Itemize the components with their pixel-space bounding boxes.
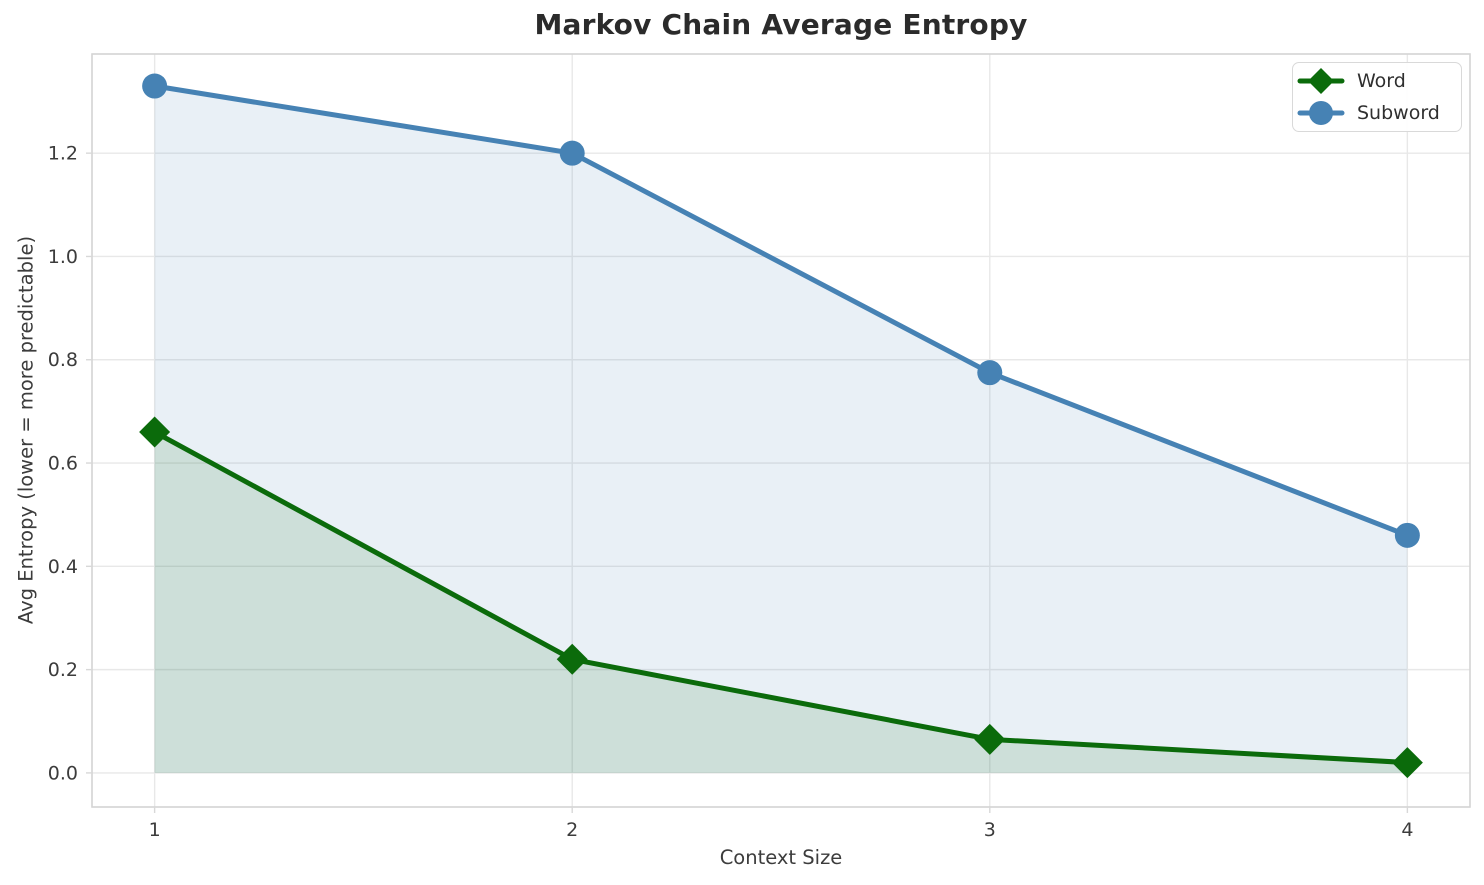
subword-series-line xyxy=(152,83,1410,538)
x-axis-label: Context Size xyxy=(719,846,843,869)
chart-title: Markov Chain Average Entropy xyxy=(534,8,1028,41)
word-diamond-marker-icon xyxy=(1297,68,1345,94)
x-tick-label: 3 xyxy=(984,819,996,841)
legend-item-subword: Subword xyxy=(1297,97,1455,129)
plot-frame xyxy=(91,53,1471,808)
legend-item-word: Word xyxy=(1297,65,1455,97)
y-tick-label: 1.0 xyxy=(48,246,78,268)
word-series-line xyxy=(152,429,1410,766)
legend-label-word: Word xyxy=(1357,70,1406,92)
legend-label-subword: Subword xyxy=(1357,102,1440,124)
x-tick-label: 4 xyxy=(1401,819,1413,841)
y-tick-label: 0.4 xyxy=(48,556,78,578)
subword-data-point xyxy=(977,360,1003,386)
word-area-fill xyxy=(154,432,1408,773)
y-tick-label: 0.8 xyxy=(48,349,78,371)
word-data-point xyxy=(556,643,588,675)
x-tick-label: 2 xyxy=(566,819,578,841)
y-tick-label: 1.2 xyxy=(48,143,78,165)
word-data-point xyxy=(139,416,171,448)
x-tick-label: 1 xyxy=(149,819,161,841)
word-data-point xyxy=(1391,747,1423,779)
subword-data-point xyxy=(142,73,168,99)
y-tick-label: 0.2 xyxy=(48,659,78,681)
subword-circle-marker-icon xyxy=(1297,101,1345,125)
y-tick-label: 0.0 xyxy=(48,762,78,784)
y-axis-label: Avg Entropy (lower = more predictable) xyxy=(14,235,38,625)
word-data-point xyxy=(974,723,1006,755)
subword-data-point xyxy=(1394,522,1420,548)
legend: Word Subword xyxy=(1292,62,1462,132)
subword-data-point xyxy=(559,140,585,166)
y-tick-label: 0.6 xyxy=(48,453,78,475)
